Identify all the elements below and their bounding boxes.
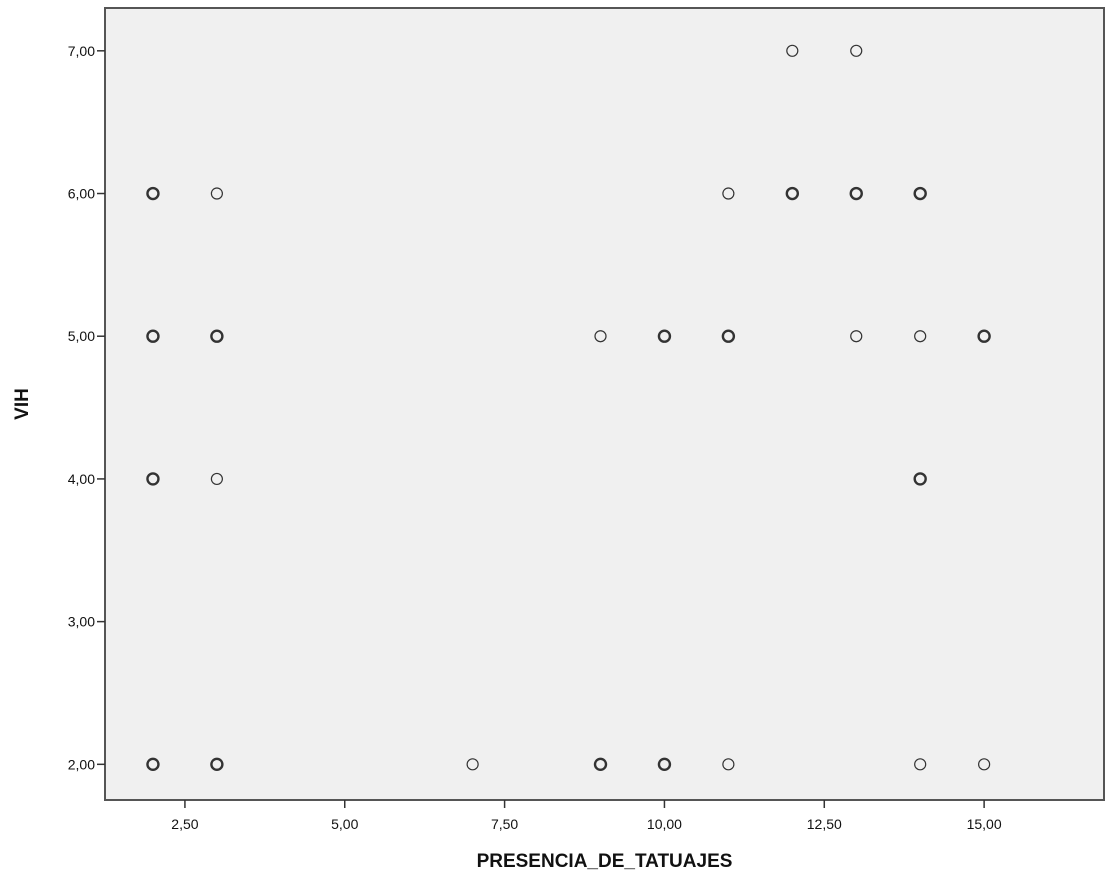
scatter-point bbox=[914, 758, 927, 771]
scatter-point bbox=[146, 472, 160, 486]
scatter-point bbox=[978, 758, 991, 771]
scatter-point bbox=[977, 329, 991, 343]
x-axis: 2,50 5,00 7,50 10,00 12,50 15,00 bbox=[171, 800, 1002, 832]
scatter-point bbox=[593, 757, 608, 772]
data-points bbox=[146, 44, 991, 772]
y-tick-label: 2,00 bbox=[68, 756, 95, 772]
scatter-point bbox=[146, 757, 160, 772]
scatter-point bbox=[849, 186, 863, 201]
y-tick-label: 3,00 bbox=[68, 614, 95, 630]
x-tick-label: 12,50 bbox=[807, 816, 842, 832]
y-axis-title: VIH bbox=[12, 388, 33, 420]
scatter-point bbox=[914, 330, 927, 343]
y-tick-label: 4,00 bbox=[68, 471, 95, 487]
scatter-point bbox=[913, 186, 927, 201]
scatter-point bbox=[210, 757, 224, 772]
y-tick-label: 7,00 bbox=[68, 43, 95, 59]
scatter-point bbox=[850, 330, 863, 343]
x-tick-label: 7,50 bbox=[491, 816, 518, 832]
scatter-point bbox=[594, 330, 607, 343]
y-tick-label: 6,00 bbox=[68, 186, 95, 202]
x-tick-label: 2,50 bbox=[171, 816, 198, 832]
scatter-point bbox=[466, 758, 479, 771]
y-tick-label: 5,00 bbox=[68, 328, 95, 344]
scatter-point bbox=[210, 329, 224, 343]
x-tick-label: 15,00 bbox=[967, 816, 1002, 832]
scatter-point bbox=[721, 329, 736, 343]
scatter-point bbox=[146, 186, 160, 201]
y-axis: 2,00 3,00 4,00 5,00 6,00 7,00 bbox=[68, 43, 105, 772]
scatter-point bbox=[657, 329, 672, 343]
scatter-point bbox=[913, 472, 927, 486]
scatter-point bbox=[722, 187, 735, 200]
x-axis-title: PRESENCIA_DE_TATUAJES bbox=[477, 851, 733, 872]
scatter-point bbox=[657, 757, 672, 772]
scatter-point bbox=[210, 472, 223, 486]
scatter-point bbox=[210, 187, 223, 200]
scatter-point bbox=[722, 758, 735, 771]
plot-area bbox=[104, 7, 1105, 801]
scatter-point bbox=[146, 329, 160, 343]
scatter-point bbox=[786, 44, 799, 57]
scatter-point bbox=[850, 44, 863, 57]
x-tick-label: 10,00 bbox=[647, 816, 682, 832]
x-tick-label: 5,00 bbox=[331, 816, 358, 832]
scatter-point bbox=[785, 186, 800, 201]
